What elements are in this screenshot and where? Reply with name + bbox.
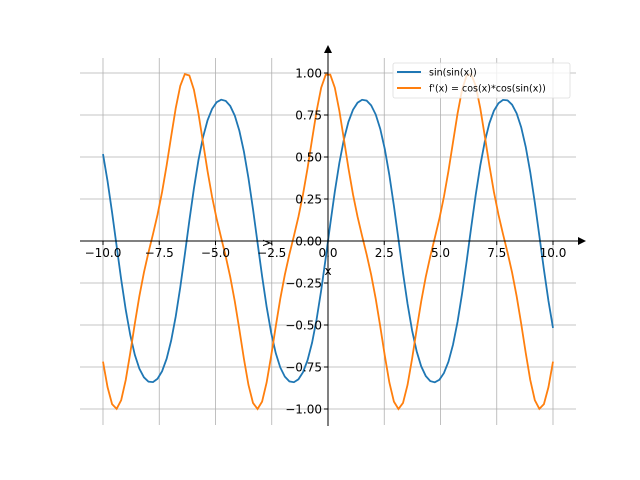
x-tick-label: −10.0 [85, 246, 122, 260]
x-tick-label: 5.0 [431, 246, 450, 260]
ticks: −10.0 −7.5 −5.0 −2.5 0.0 2.5 5.0 7.5 10.0 1.00 0.7… [85, 67, 567, 417]
y-tick-label: 1.00 [295, 67, 322, 81]
x-tick-label: −5.0 [201, 246, 230, 260]
legend-box [392, 62, 571, 99]
x-tick-label: 0.0 [318, 246, 337, 260]
x-tick-label: 7.5 [487, 246, 506, 260]
x-axis-label: x [324, 264, 331, 278]
y-tick-label: −0.50 [285, 319, 322, 333]
y-tick-label: −0.25 [285, 277, 322, 291]
x-tick-label: 10.0 [540, 246, 567, 260]
y-axis-label: y [259, 239, 273, 246]
x-tick-label: 2.5 [375, 246, 394, 260]
legend: sin(sin(x)) f'(x) = cos(x)*cos(sin(x)) [392, 62, 571, 99]
y-tick-label: 0.75 [295, 109, 322, 123]
x-tick-label: −2.5 [257, 246, 286, 260]
legend-label-1: f'(x) = cos(x)*cos(sin(x)) [429, 84, 546, 95]
y-tick-label: −0.75 [285, 361, 322, 375]
y-tick-label: 0.25 [295, 193, 322, 207]
y-tick-label: 0.00 [295, 235, 322, 249]
x-tick-label: −7.5 [145, 246, 174, 260]
y-axis-arrow [324, 45, 332, 53]
y-tick-label: −1.00 [285, 403, 322, 417]
x-axis-arrow [578, 237, 586, 245]
legend-label-0: sin(sin(x)) [429, 68, 477, 79]
y-tick-label: 0.50 [295, 151, 322, 165]
